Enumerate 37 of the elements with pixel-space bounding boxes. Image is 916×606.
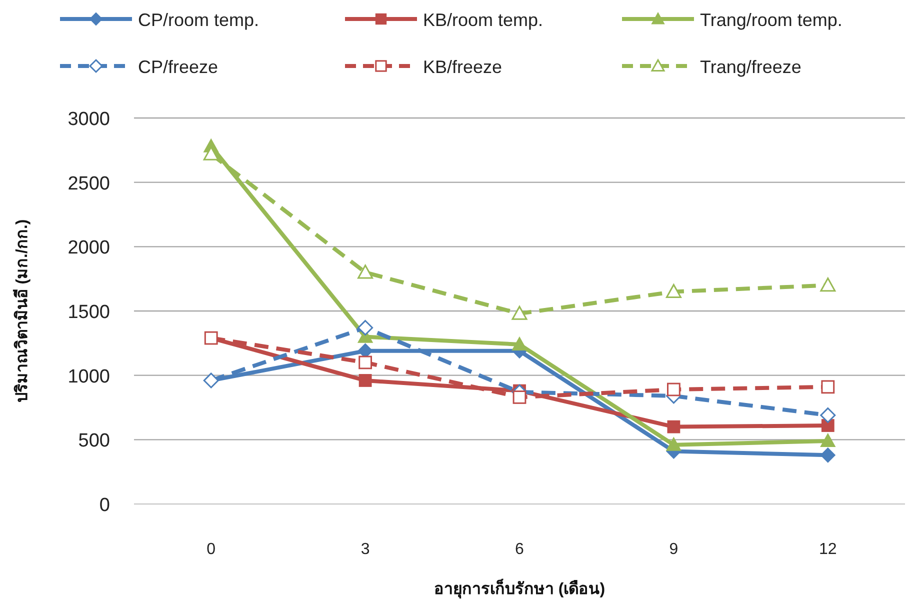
x-axis-title: อายุการเก็บรักษา (เดือน) xyxy=(434,577,606,599)
legend-label: CP/freeze xyxy=(138,57,218,77)
y-tick-label: 1000 xyxy=(68,366,110,388)
legend-label: CP/room temp. xyxy=(138,10,260,30)
y-tick-label: 500 xyxy=(78,430,110,452)
x-tick-label: 9 xyxy=(669,541,678,558)
point xyxy=(358,374,372,387)
point xyxy=(667,382,680,396)
point xyxy=(358,356,372,370)
point xyxy=(820,433,836,448)
point xyxy=(358,320,374,336)
legend-label: KB/room temp. xyxy=(423,10,544,30)
x-tick-label: 3 xyxy=(360,541,370,558)
point xyxy=(512,306,528,320)
legend-label: Trang/freeze xyxy=(700,57,802,77)
point xyxy=(512,336,527,351)
y-tick-label: 3000 xyxy=(68,109,110,130)
point xyxy=(666,284,682,298)
y-tick-label: 0 xyxy=(99,495,110,516)
legend-label: Trang/room temp. xyxy=(700,10,842,30)
point xyxy=(821,380,835,394)
legend-label: KB/freeze xyxy=(423,57,502,77)
point xyxy=(820,278,836,292)
y-tick-label: 2500 xyxy=(68,173,110,194)
point xyxy=(820,407,836,423)
y-tick-label: 2000 xyxy=(68,238,110,259)
point xyxy=(358,264,374,279)
point xyxy=(820,448,836,463)
x-tick-label: 0 xyxy=(206,541,216,558)
point xyxy=(821,419,834,432)
point xyxy=(512,390,526,404)
y-axis-title: ปริมาณวิตามินอี (มก./กก.) xyxy=(12,219,31,403)
x-tick-label: 6 xyxy=(515,541,524,558)
point xyxy=(666,437,682,451)
y-tick-label: 1500 xyxy=(68,302,110,323)
x-tick-label: 12 xyxy=(819,541,837,558)
point xyxy=(667,420,680,434)
